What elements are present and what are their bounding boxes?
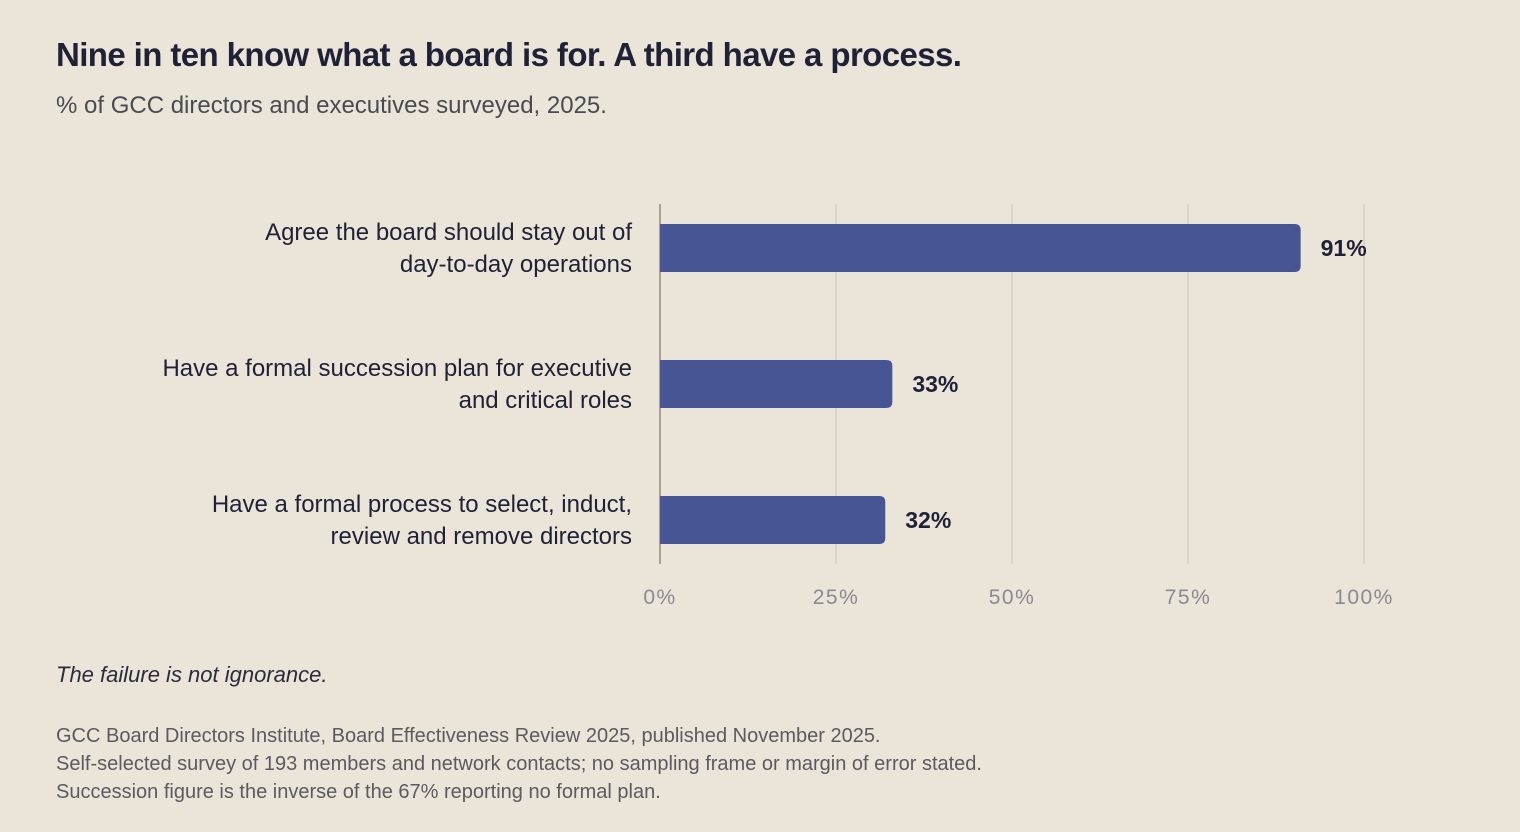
category-label-line: day-to-day operations <box>400 251 632 278</box>
x-tick-label: 25% <box>813 586 860 609</box>
category-label: Have a formal process to select, induct,… <box>212 491 632 550</box>
category-label: Agree the board should stay out of day-to… <box>265 219 632 278</box>
category-label-line: and critical roles <box>459 387 632 414</box>
value-label: 91% <box>1321 235 1367 261</box>
category-label-line: Have a formal succession plan for execut… <box>162 355 632 382</box>
x-axis-ticks: 0% 25% 50% 75% 100% <box>643 586 1394 609</box>
category-label-line: review and remove directors <box>331 523 632 550</box>
bar-chart: Agree the board should stay out of day-to… <box>162 204 1394 609</box>
source-notes: GCC Board Directors Institute, Board Eff… <box>56 722 982 806</box>
bar <box>660 360 893 408</box>
source-line: Self-selected survey of 193 members and … <box>56 753 982 775</box>
x-tick-label: 50% <box>989 586 1036 609</box>
bar <box>660 496 886 544</box>
x-tick-label: 75% <box>1165 586 1212 609</box>
category-label-line: Agree the board should stay out of <box>265 219 632 246</box>
value-label: 32% <box>905 507 951 533</box>
value-label: 33% <box>912 371 958 397</box>
chart-subtitle: % of GCC directors and executives survey… <box>56 92 607 119</box>
x-tick-label: 0% <box>643 586 676 609</box>
bars <box>660 224 1301 544</box>
x-tick-label: 100% <box>1334 586 1394 609</box>
value-labels: 91% 33% 32% <box>905 235 1366 533</box>
chart-note: The failure is not ignorance. <box>56 662 328 687</box>
category-labels: Agree the board should stay out of day-to… <box>162 219 632 550</box>
category-label: Have a formal succession plan for execut… <box>162 355 632 414</box>
bar <box>660 224 1301 272</box>
source-line: Succession figure is the inverse of the … <box>56 781 661 803</box>
source-line: GCC Board Directors Institute, Board Eff… <box>56 725 881 747</box>
category-label-line: Have a formal process to select, induct, <box>212 491 632 518</box>
chart-title: Nine in ten know what a board is for. A … <box>56 36 962 73</box>
